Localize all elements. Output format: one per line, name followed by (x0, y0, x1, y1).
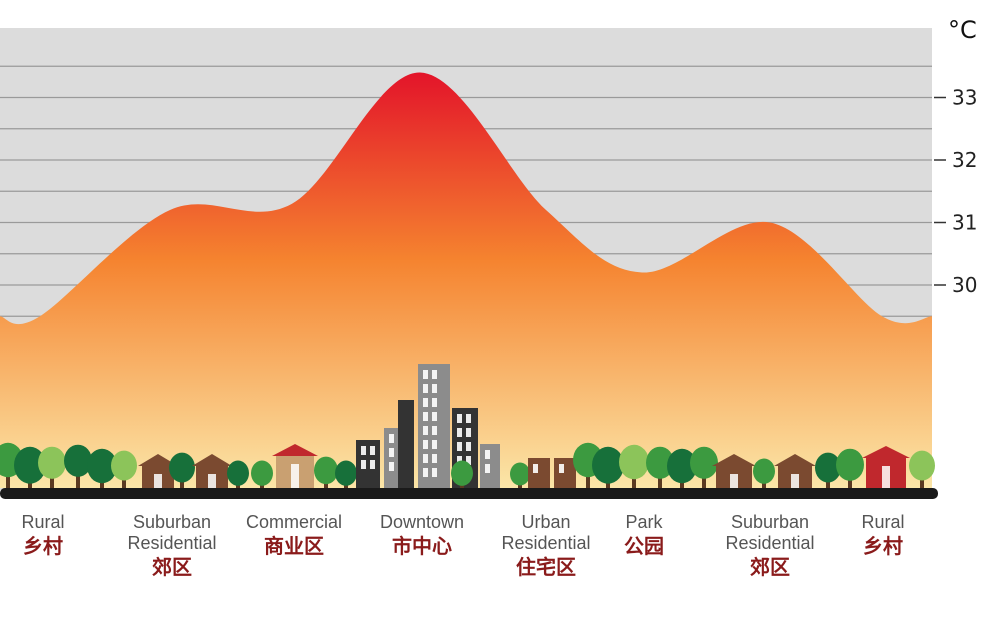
category-label-zh: 市中心 (392, 534, 452, 559)
tree (251, 460, 273, 488)
building (554, 458, 576, 488)
category-label: Commercial 商业区 (235, 512, 353, 559)
tree (619, 444, 649, 488)
building (398, 400, 414, 488)
tree (592, 446, 624, 488)
tree (451, 460, 473, 488)
tree (227, 460, 249, 488)
tree (815, 452, 841, 488)
building (480, 444, 500, 488)
tree (909, 450, 935, 488)
category-label-en: Rural (861, 512, 905, 532)
category-label-en: Downtown (379, 512, 465, 532)
category-label-zh: 商业区 (264, 534, 324, 559)
tree (646, 446, 674, 488)
tree (314, 456, 338, 488)
category-label-en: Suburban Residential (725, 512, 815, 554)
category-label: Rural 乡村 (855, 512, 911, 559)
city-skyline (0, 364, 935, 488)
house (272, 444, 318, 488)
category-label-zh: 郊区 (750, 555, 790, 580)
ground-line (0, 488, 938, 499)
y-tick-label: 31 (952, 211, 977, 235)
category-label-zh: 住宅区 (516, 555, 576, 580)
tree (836, 448, 864, 488)
house (192, 454, 232, 488)
tree (667, 448, 697, 488)
category-label-zh: 乡村 (863, 534, 903, 559)
temperature-area (0, 72, 932, 489)
category-label-en: Commercial (245, 512, 342, 532)
category-label: Park 公园 (618, 512, 670, 559)
tree (169, 452, 195, 488)
category-label-en: Suburban Residential (127, 512, 217, 554)
house (774, 454, 816, 488)
category-label-en: Urban Residential (501, 512, 591, 554)
building (528, 458, 550, 488)
tree (87, 448, 117, 488)
y-axis: 30 31 32 33 (934, 86, 977, 297)
category-label-zh: 公园 (624, 534, 664, 559)
category-label: Urban Residential 住宅区 (490, 512, 602, 580)
tree (510, 462, 530, 488)
tree (111, 450, 137, 488)
category-label-en: Rural (21, 512, 65, 532)
tree (753, 458, 775, 488)
tree (38, 446, 66, 488)
building (418, 364, 450, 488)
y-axis-unit: °C (948, 16, 977, 44)
tree (64, 444, 92, 488)
building (356, 440, 380, 488)
tree (690, 446, 718, 488)
house (712, 454, 756, 488)
house (138, 454, 178, 488)
category-label: Downtown 市中心 (368, 512, 476, 559)
category-label-en: Park (625, 512, 663, 532)
category-label: Rural 乡村 (8, 512, 78, 559)
category-label-zh: 郊区 (152, 555, 192, 580)
house (862, 446, 910, 488)
tree (335, 460, 357, 488)
category-label: Suburban Residential 郊区 (118, 512, 226, 580)
tree (14, 446, 46, 488)
y-tick-label: 30 (952, 273, 977, 297)
category-label-zh: 乡村 (23, 534, 63, 559)
y-tick-label: 32 (952, 148, 977, 172)
y-tick-label: 33 (952, 86, 977, 110)
category-label: Suburban Residential 郊区 (716, 512, 824, 580)
